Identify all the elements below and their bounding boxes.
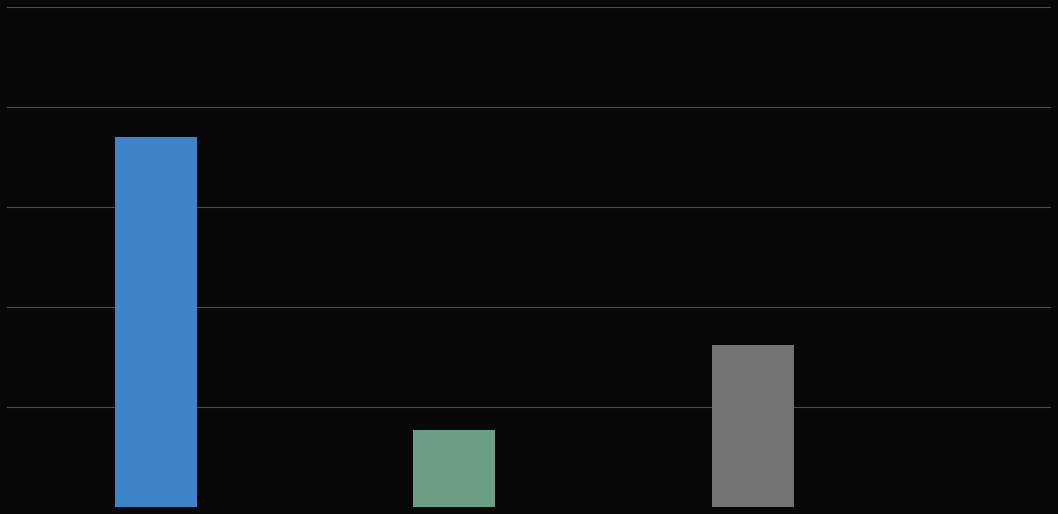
Bar <box>414 430 495 507</box>
Bar <box>712 344 794 507</box>
Bar <box>115 137 197 507</box>
